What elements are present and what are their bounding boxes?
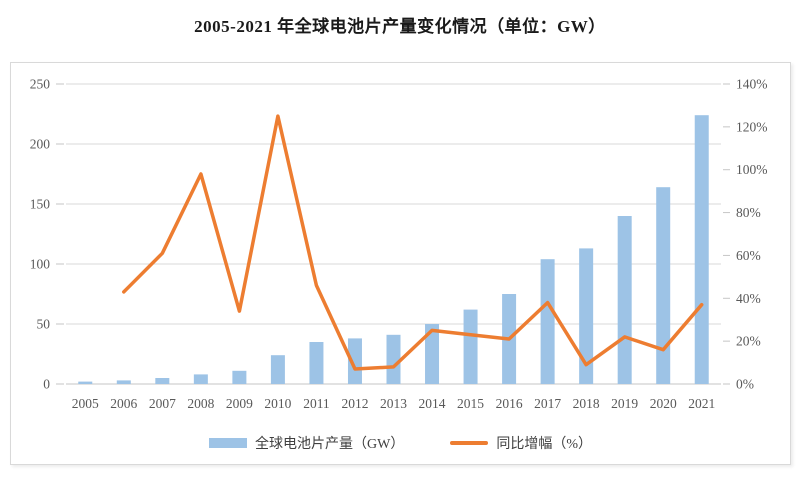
- production-bar-2018: [579, 248, 594, 384]
- right-axis-tick-label: 80%: [736, 205, 761, 220]
- production-bar-2006: [116, 380, 131, 384]
- left-axis-tick-label: 100: [30, 257, 51, 272]
- x-axis-label-2019: 2019: [611, 396, 638, 411]
- x-axis-label-2010: 2010: [264, 396, 291, 411]
- production-bar-2019: [617, 216, 632, 384]
- x-axis-label-2008: 2008: [187, 396, 214, 411]
- legend-item-growth: 同比增幅（%）: [450, 433, 592, 453]
- production-bar-2010: [270, 355, 285, 384]
- chart-title: 2005-2021 年全球电池片产量变化情况（单位：GW）: [194, 17, 606, 36]
- production-bar-2011: [309, 342, 324, 384]
- right-axis-tick-label: 40%: [736, 291, 761, 306]
- x-axis-label-2020: 2020: [650, 396, 677, 411]
- right-axis-tick-label: 60%: [736, 248, 761, 263]
- right-axis-tick-label: 100%: [736, 162, 768, 177]
- right-axis-tick-label: 140%: [736, 77, 768, 92]
- production-bar-2005: [78, 381, 93, 384]
- combo-chart: 0 50 100 150 200 250 0% 20% 40% 60% 80% 100% 120% 140…: [30, 77, 768, 412]
- x-axis-label-2013: 2013: [380, 396, 407, 411]
- x-axis-label-2005: 2005: [72, 396, 99, 411]
- production-bar-2015: [463, 309, 478, 384]
- x-axis-label-2009: 2009: [226, 396, 253, 411]
- right-axis-tick-label: 0%: [736, 377, 754, 392]
- production-bar-2007: [155, 378, 170, 384]
- left-axis-tick-label: 0: [43, 377, 50, 392]
- production-bar-2013: [386, 334, 401, 384]
- legend-item-production: 全球电池片产量（GW）: [209, 433, 404, 453]
- x-axis-label-2021: 2021: [688, 396, 715, 411]
- production-bar-2014: [425, 324, 440, 384]
- legend-swatch-bar-icon: [209, 438, 247, 448]
- x-axis-label-2018: 2018: [573, 396, 600, 411]
- x-axis-label-2014: 2014: [419, 396, 446, 411]
- legend-label-production: 全球电池片产量（GW）: [255, 437, 405, 452]
- production-bar-2012: [347, 338, 362, 384]
- x-axis-label-2012: 2012: [341, 396, 368, 411]
- x-axis-label-2011: 2011: [303, 396, 330, 411]
- production-bar-2008: [193, 374, 208, 384]
- x-axis-label-2007: 2007: [149, 396, 176, 411]
- left-axis-tick-label: 250: [30, 77, 51, 92]
- production-bar-2017: [540, 259, 555, 384]
- x-axis-label-2006: 2006: [110, 396, 137, 411]
- production-bar-2020: [656, 187, 671, 384]
- production-bar-2021: [694, 115, 709, 384]
- chart-frame: 0 50 100 150 200 250 0% 20% 40% 60% 80% 100% 120% 140…: [10, 62, 791, 465]
- x-axis-label-2017: 2017: [534, 396, 561, 411]
- left-axis-tick-label: 150: [30, 197, 51, 212]
- x-axis-label-2015: 2015: [457, 396, 484, 411]
- growth-line: [122, 114, 704, 371]
- production-bar-2009: [232, 370, 247, 384]
- left-axis-tick-label: 50: [37, 317, 51, 332]
- right-axis-tick-label: 20%: [736, 334, 761, 349]
- legend-swatch-line-icon: [450, 441, 489, 445]
- left-axis-tick-label: 200: [30, 137, 51, 152]
- legend: 全球电池片产量（GW） 同比增幅（%）: [11, 433, 790, 453]
- right-axis-tick-label: 120%: [736, 119, 768, 134]
- legend-label-growth: 同比增幅（%）: [496, 437, 592, 452]
- x-axis-label-2016: 2016: [496, 396, 523, 411]
